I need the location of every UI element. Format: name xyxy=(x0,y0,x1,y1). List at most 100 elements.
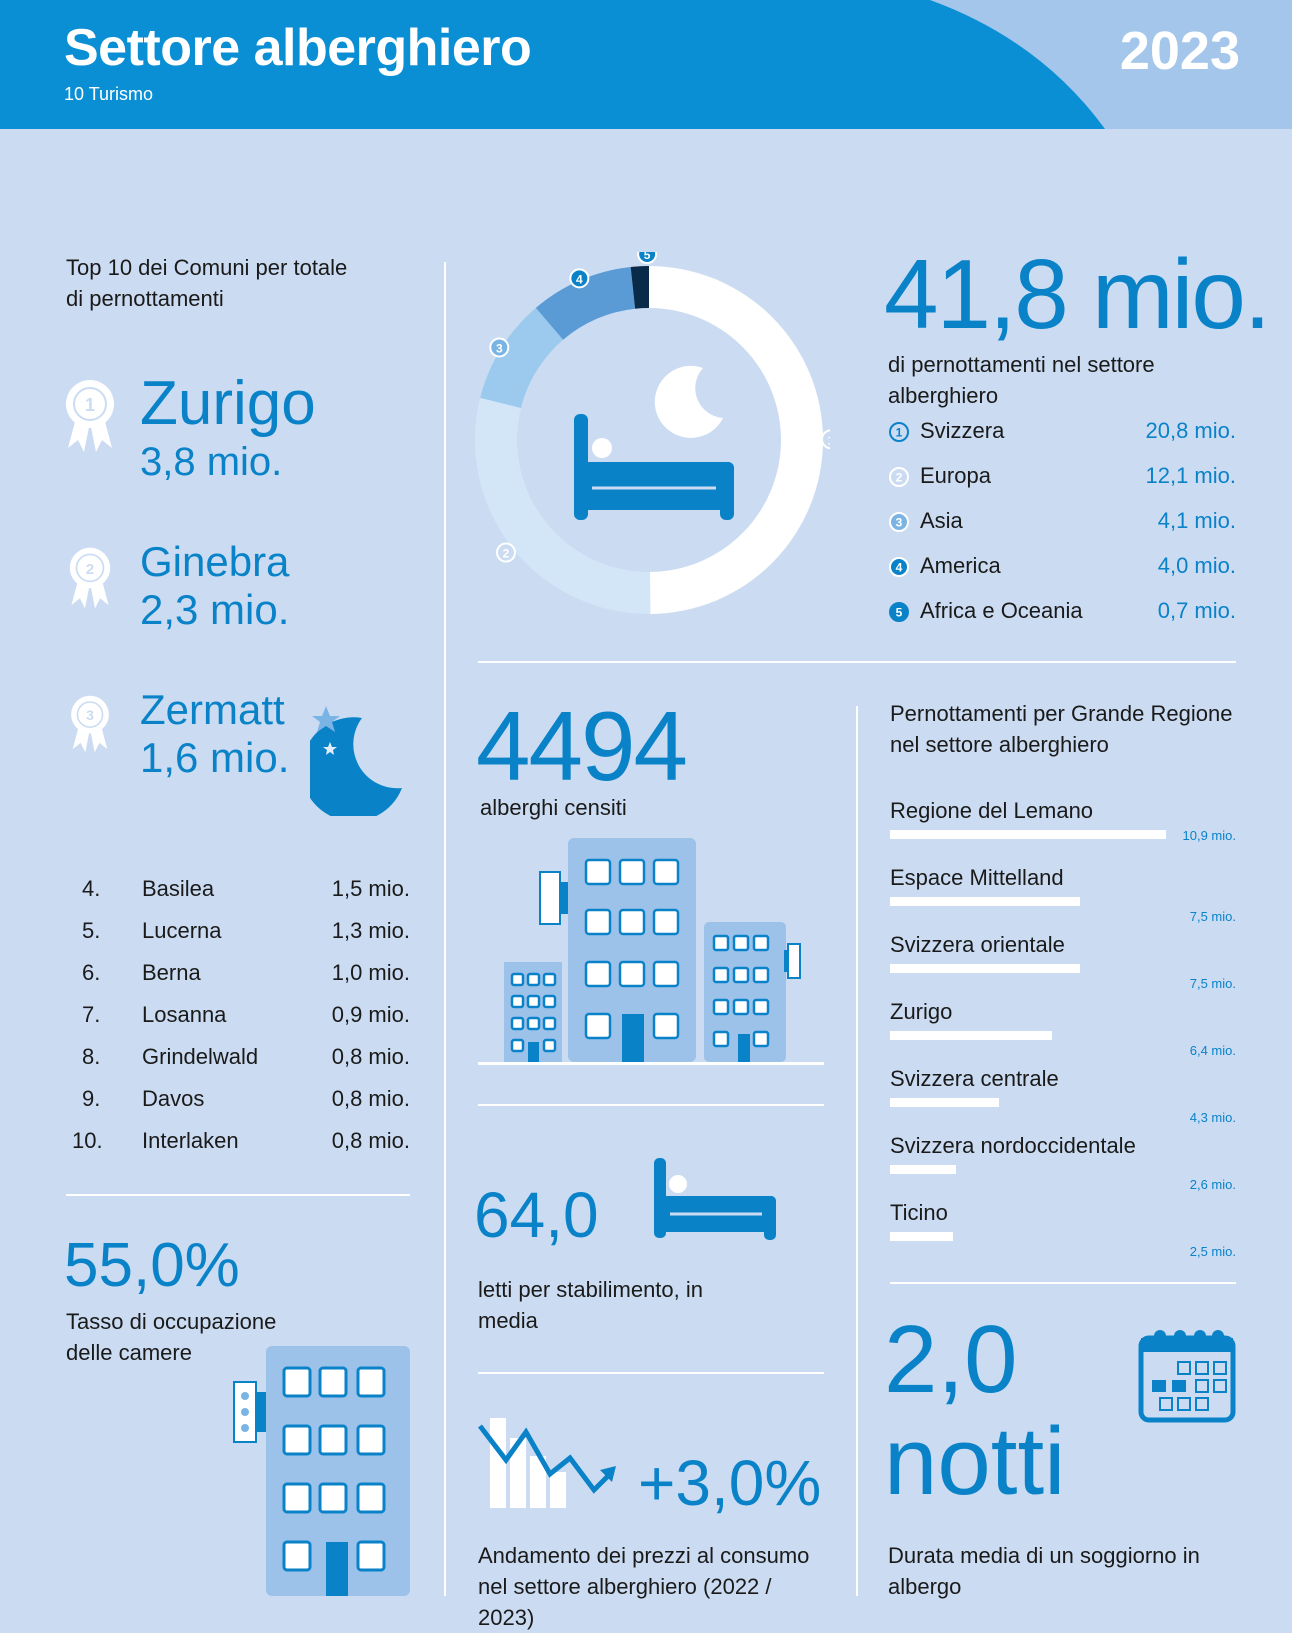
svg-text:1: 1 xyxy=(828,433,830,447)
legend-label: Africa e Oceania xyxy=(920,598,1083,623)
region-label: Svizzera orientale xyxy=(890,932,1065,957)
svg-text:1: 1 xyxy=(896,426,903,440)
rank-name: Losanna xyxy=(142,1002,227,1027)
stay-label: Durata media di un soggiorno in albergo xyxy=(888,1543,1200,1599)
rank-number: 6. xyxy=(82,960,101,985)
region-bar xyxy=(890,1031,1053,1040)
divider xyxy=(478,1104,824,1106)
price-trend-icon xyxy=(478,1418,616,1508)
list-item: 9. Davos 0,8 mio. xyxy=(64,1086,410,1128)
list-item: 7. Losanna 0,9 mio. xyxy=(64,1002,410,1044)
rank-name: Davos xyxy=(142,1086,205,1111)
legend-value: 20,8 mio. xyxy=(1145,418,1237,443)
rank-value: 1,0 mio. xyxy=(331,960,410,985)
rank-name: Lucerna xyxy=(142,918,222,943)
legend-item: 5 Africa e Oceania 0,7 mio. xyxy=(888,598,1236,642)
page-year: 2023 xyxy=(1119,21,1240,81)
region-value: 2,6 mio. xyxy=(1189,1177,1236,1192)
legend-item: 1 Svizzera 20,8 mio. xyxy=(888,418,1236,462)
donut-slice-europa xyxy=(474,397,651,614)
legend-marker-icon: 3 xyxy=(889,512,909,532)
legend-value: 4,1 mio. xyxy=(1157,508,1236,533)
svg-text:2: 2 xyxy=(503,547,510,561)
donut-marker-2: 2 xyxy=(495,542,516,563)
column-divider xyxy=(856,706,858,1596)
hotels-label: alberghi censiti xyxy=(480,795,627,820)
svg-text:5: 5 xyxy=(644,252,651,262)
podium-1-value: 3,8 mio. xyxy=(140,440,283,484)
region-bar xyxy=(890,897,1080,906)
region-bar xyxy=(890,964,1080,973)
legend-value: 12,1 mio. xyxy=(1145,463,1237,488)
moon-stars-icon xyxy=(310,706,402,816)
svg-text:4: 4 xyxy=(576,272,583,286)
beds-value: 64,0 xyxy=(474,1179,599,1251)
region-label: Svizzera nordoccidentale xyxy=(890,1133,1136,1158)
legend-item: 3 Asia 4,1 mio. xyxy=(888,508,1236,552)
donut-marker-4: 4 xyxy=(569,268,590,289)
donut-marker-5: 5 xyxy=(637,252,658,265)
region-bar xyxy=(890,830,1166,839)
rank-number: 9. xyxy=(82,1086,101,1111)
hotels-value: 4494 xyxy=(476,691,688,801)
rosette-3-icon: 3 xyxy=(71,695,109,753)
rank-value: 0,8 mio. xyxy=(331,1086,410,1111)
divider xyxy=(66,1194,410,1196)
legend-label: America xyxy=(920,553,1001,578)
rank-value: 1,5 mio. xyxy=(331,876,410,901)
podium-2-value: 2,3 mio. xyxy=(140,586,290,633)
header-banner: Settore alberghiero 10 Turismo 2023 xyxy=(0,0,1292,129)
region-bar xyxy=(890,1098,999,1107)
stay-unit: notti xyxy=(884,1408,1066,1515)
divider xyxy=(890,1282,1236,1284)
occupancy-value: 55,0% xyxy=(64,1231,240,1300)
rank-value: 0,8 mio. xyxy=(331,1044,410,1069)
top-communes-title: Top 10 dei Comuni per totale di pernotta… xyxy=(66,255,348,311)
region-label: Espace Mittelland xyxy=(890,865,1064,890)
podium-1-name: Zurigo xyxy=(140,369,316,438)
legend-marker-icon: 2 xyxy=(889,467,909,487)
overnight-total: 41,8 mio. xyxy=(884,239,1271,349)
calendar-icon xyxy=(1138,1330,1236,1423)
donut-slice-asia xyxy=(480,307,564,409)
legend-label: Svizzera xyxy=(920,418,1005,443)
region-label: Svizzera centrale xyxy=(890,1066,1059,1091)
region-label: Ticino xyxy=(890,1200,948,1225)
rank-number: 4. xyxy=(82,876,101,901)
region-bar xyxy=(890,1165,956,1174)
bed-icon xyxy=(654,1158,776,1240)
svg-text:3: 3 xyxy=(496,341,503,355)
svg-text:3: 3 xyxy=(896,516,903,530)
region-value: 7,5 mio. xyxy=(1189,909,1236,924)
legend-marker-icon: 4 xyxy=(889,557,909,577)
region-bar xyxy=(890,1232,954,1241)
region-label: Regione del Lemano xyxy=(890,798,1094,823)
header-curve-shape xyxy=(930,0,1292,129)
page-title: Settore alberghiero xyxy=(64,19,532,77)
page-subtitle: 10 Turismo xyxy=(64,84,154,104)
rank-name: Berna xyxy=(142,960,201,985)
hotels-skyline-icon xyxy=(478,838,824,1065)
region-value: 7,5 mio. xyxy=(1189,976,1236,991)
list-item: 5. Lucerna 1,3 mio. xyxy=(64,918,410,960)
rosette-1-icon: 1 xyxy=(66,380,114,452)
svg-text:2: 2 xyxy=(86,561,94,578)
overnight-label: di pernottamenti nel settore alberghiero xyxy=(888,352,1155,408)
overnight-donut-chart: 1 2 3 4 5 xyxy=(474,252,830,614)
rank-number: 8. xyxy=(82,1044,101,1069)
hotel-building-icon xyxy=(233,1346,410,1596)
legend-label: Europa xyxy=(920,463,991,488)
bed-moon-icon xyxy=(574,365,734,520)
svg-text:2: 2 xyxy=(896,471,903,485)
legend-value: 0,7 mio. xyxy=(1157,598,1236,623)
prices-label: Andamento dei prezzi al consumo nel sett… xyxy=(478,1543,810,1630)
region-value: 10,9 mio. xyxy=(1182,828,1236,843)
podium-3-value: 1,6 mio. xyxy=(140,734,290,781)
stay-value: 2,0 xyxy=(884,1306,1018,1413)
podium-2-name: Ginebra xyxy=(140,538,290,585)
list-item: 10. Interlaken 0,8 mio. xyxy=(64,1128,410,1170)
legend-marker-icon: 5 xyxy=(889,602,909,622)
legend-item: 2 Europa 12,1 mio. xyxy=(888,463,1236,507)
rank-value: 0,8 mio. xyxy=(331,1128,410,1153)
podium-3-name: Zermatt xyxy=(140,686,285,733)
